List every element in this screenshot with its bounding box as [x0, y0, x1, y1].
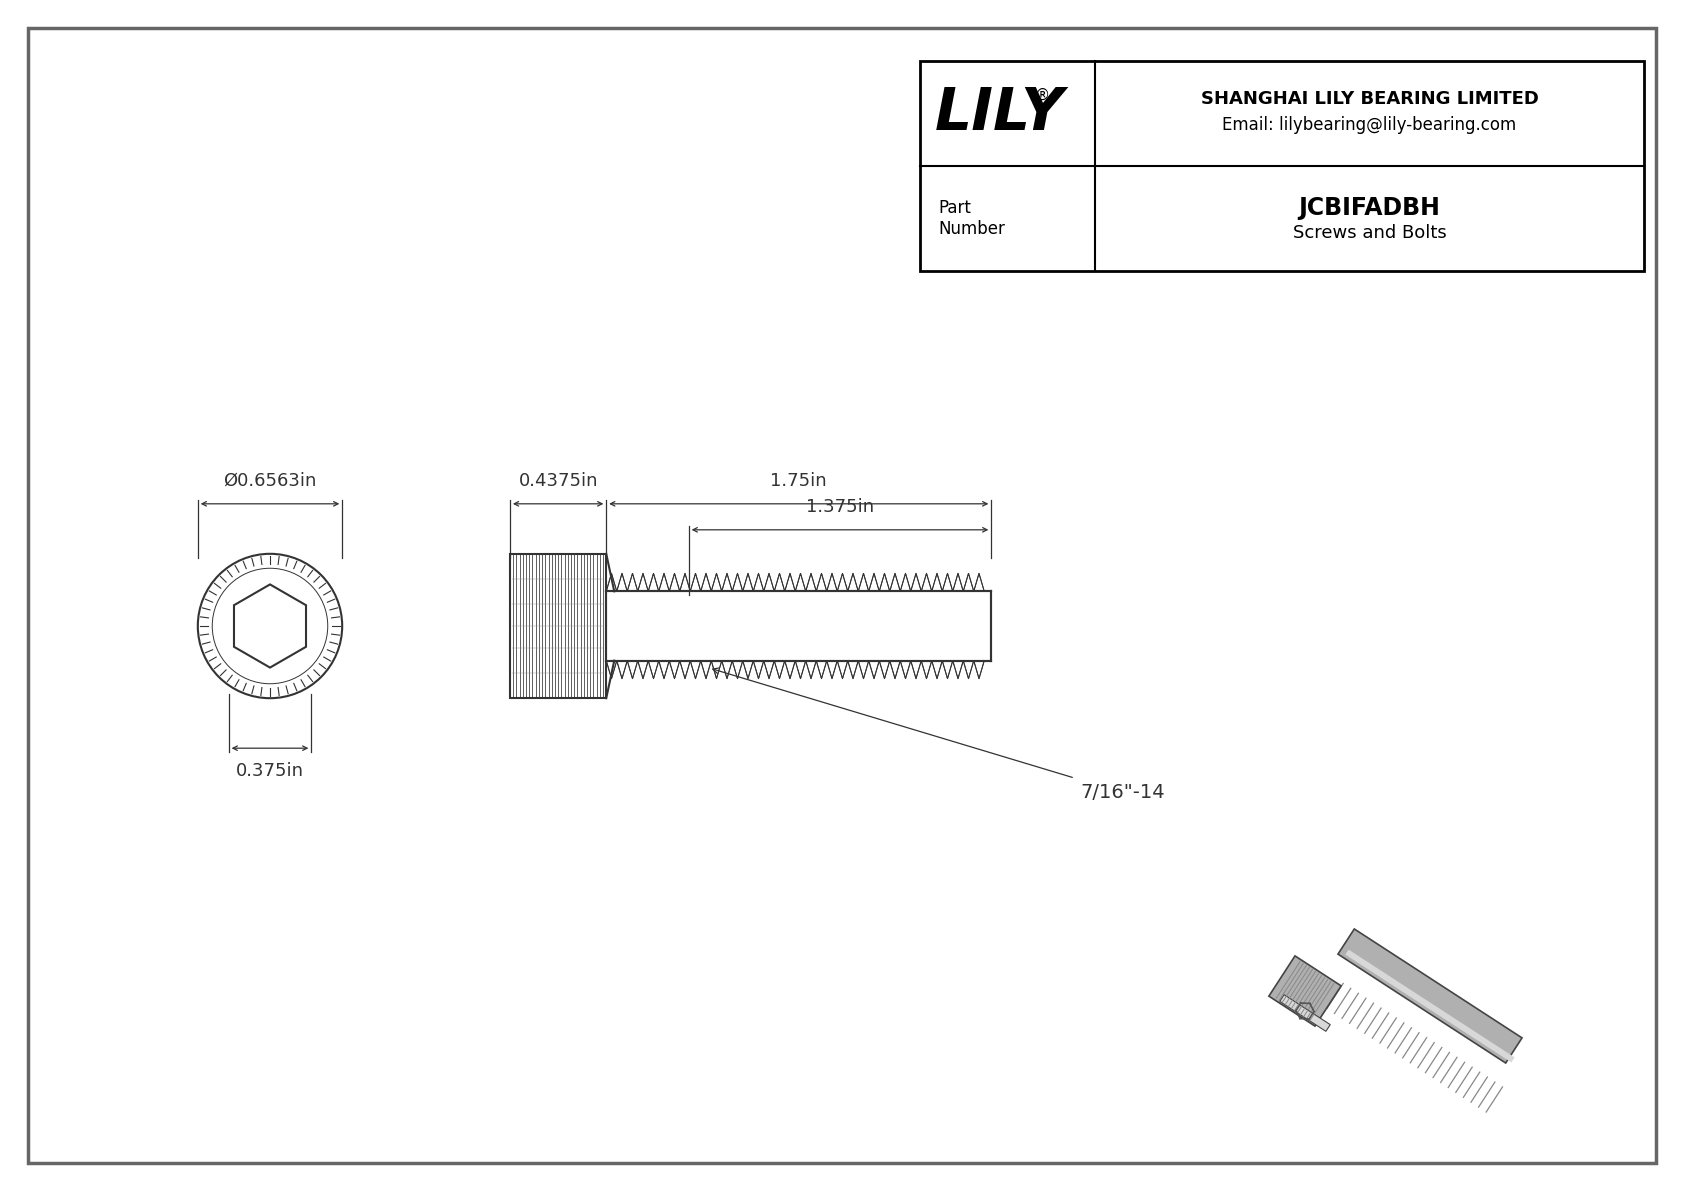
Polygon shape — [234, 585, 306, 668]
Text: LILY: LILY — [935, 85, 1064, 142]
Text: Email: lilybearing@lily-bearing.com: Email: lilybearing@lily-bearing.com — [1223, 117, 1517, 135]
Text: SHANGHAI LILY BEARING LIMITED: SHANGHAI LILY BEARING LIMITED — [1201, 91, 1539, 108]
Text: JCBIFADBH: JCBIFADBH — [1298, 197, 1440, 220]
Ellipse shape — [197, 554, 342, 698]
Text: 7/16"-14: 7/16"-14 — [1079, 784, 1165, 803]
Text: Screws and Bolts: Screws and Bolts — [1293, 224, 1447, 242]
Bar — [606, 572, 992, 680]
Text: 0.4375in: 0.4375in — [519, 472, 598, 490]
Ellipse shape — [212, 568, 328, 684]
Polygon shape — [1268, 956, 1340, 1027]
Text: 1.375in: 1.375in — [807, 498, 874, 516]
Text: Ø0.6563in: Ø0.6563in — [224, 472, 317, 490]
Text: ®: ® — [1036, 88, 1051, 102]
Polygon shape — [1339, 929, 1522, 1064]
Polygon shape — [1346, 949, 1514, 1062]
Text: 1.75in: 1.75in — [771, 472, 827, 490]
Bar — [606, 592, 992, 661]
Bar — [919, 61, 1644, 272]
Text: Part
Number: Part Number — [938, 199, 1005, 238]
Polygon shape — [1280, 994, 1330, 1031]
Text: 0.375in: 0.375in — [236, 762, 305, 780]
Bar — [510, 554, 606, 698]
Bar — [510, 554, 606, 698]
